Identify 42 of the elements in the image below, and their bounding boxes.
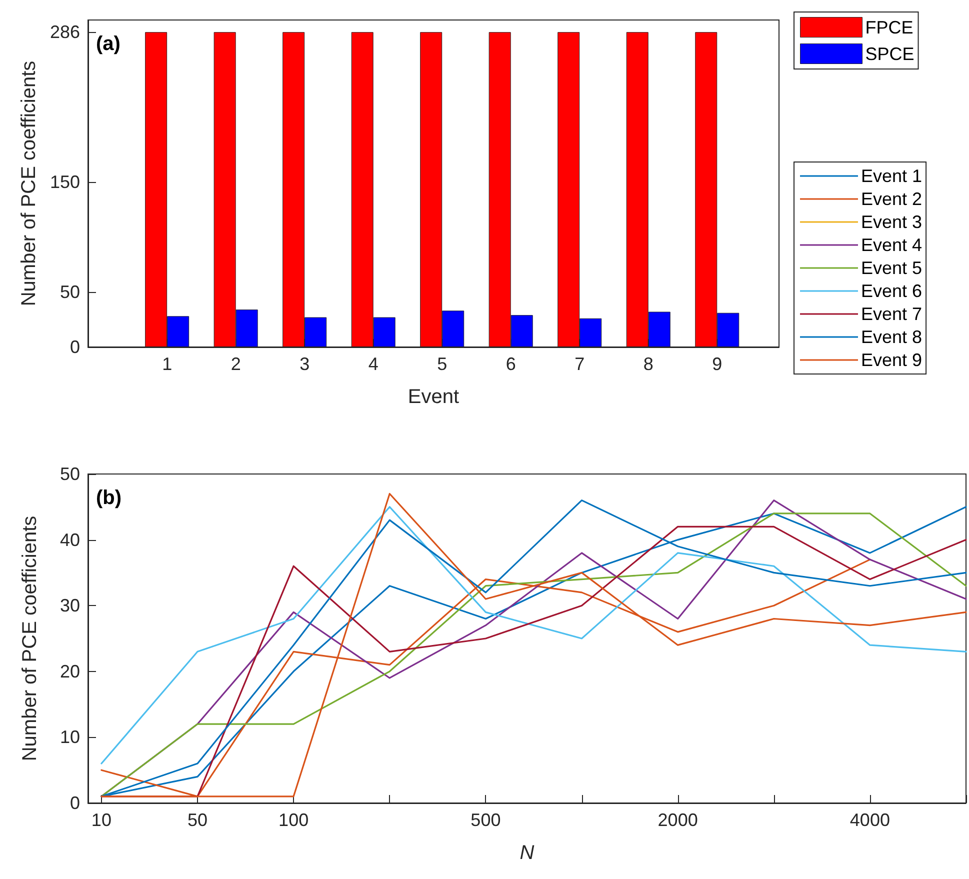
x-tick-label: 5 (437, 354, 448, 374)
legend-label: Event 8 (861, 327, 922, 347)
x-tick-label: 4 (368, 354, 378, 374)
x-tick-label: 1 (162, 354, 172, 374)
y-tick-label: 10 (60, 727, 80, 748)
legend-label: Event 2 (861, 189, 922, 209)
legend-label: SPCE (865, 44, 914, 64)
x-tick-label: 6 (506, 354, 516, 374)
y-tick-label: 50 (60, 282, 80, 302)
legend-label: Event 3 (861, 212, 922, 232)
x-tick-label: 50 (187, 810, 208, 830)
x-axis-title: N (520, 842, 535, 864)
x-tick-label: 9 (712, 354, 722, 374)
y-tick-label: 0 (70, 337, 80, 357)
legend-label: Event 7 (861, 304, 922, 324)
x-tick-label: 8 (643, 354, 654, 374)
annotation: (a) (96, 33, 120, 55)
y-tick-label: 286 (50, 22, 80, 42)
x-tick-label: 100 (278, 810, 309, 830)
y-tick-label: 50 (60, 464, 80, 484)
legend-label: Event 6 (861, 281, 922, 301)
x-tick-label: 500 (470, 810, 501, 830)
y-tick-label: 0 (70, 793, 80, 813)
x-tick-label: 4000 (850, 810, 890, 830)
y-tick-label: 30 (60, 596, 80, 616)
y-axis-title: Number of PCE coefficients (19, 516, 41, 762)
x-tick-label: 2000 (658, 810, 698, 830)
legend-label: Event 4 (861, 235, 922, 255)
y-tick-label: 150 (50, 172, 80, 192)
legend-label: Event 1 (861, 166, 922, 186)
annotation: (b) (96, 487, 122, 509)
legend-label: Event 9 (861, 350, 922, 370)
x-tick-label: 7 (574, 354, 585, 374)
x-axis-title: Event (408, 386, 460, 408)
y-axis-title: Number of PCE coefficients (18, 60, 40, 306)
x-tick-label: 10 (91, 810, 112, 830)
y-tick-label: 20 (60, 661, 80, 682)
x-tick-label: 3 (300, 354, 310, 374)
y-tick-label: 40 (60, 530, 80, 550)
legend-label: FPCE (865, 17, 914, 38)
legend-label: Event 5 (861, 258, 922, 278)
x-tick-label: 2 (230, 354, 241, 374)
